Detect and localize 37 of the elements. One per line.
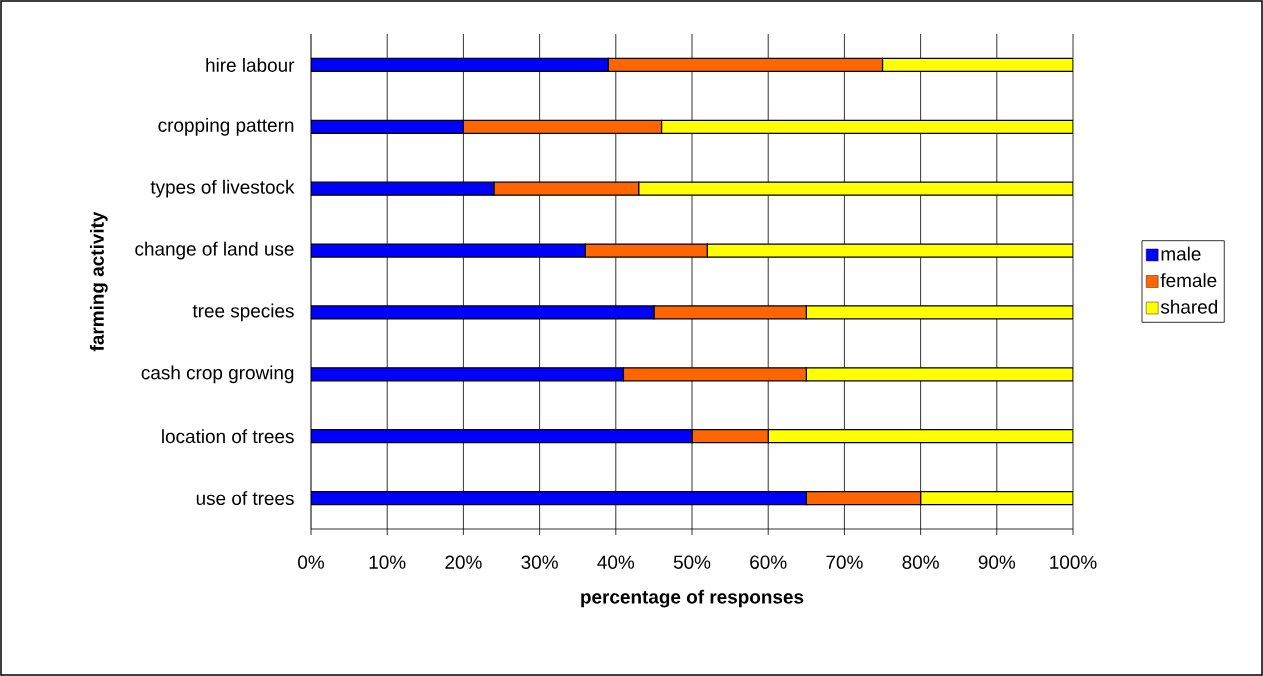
bar (881, 57, 1074, 73)
legend-label: male (1161, 246, 1201, 261)
bar (805, 367, 1074, 382)
y-tick-label: change of land use (135, 241, 294, 260)
bar (311, 490, 807, 506)
x-tick-label: 20% (445, 555, 482, 569)
x-tick-label: 70% (826, 555, 863, 569)
bar (767, 429, 1074, 444)
bar (691, 429, 769, 444)
x-tick-label: 90% (978, 555, 1016, 569)
y-tick-label: location of trees (162, 429, 294, 444)
bar (311, 429, 693, 444)
x-tick-label: 10% (369, 555, 406, 569)
x-tick-label: 40% (597, 555, 635, 569)
bar (660, 119, 1074, 134)
bar (311, 57, 609, 73)
legend-label: shared (1160, 299, 1218, 314)
y-tick-label: tree species (192, 303, 294, 322)
y-tick-label: types of livestock (150, 179, 295, 198)
bar (311, 181, 495, 196)
y-tick-label: cash crop growing (141, 365, 294, 384)
x-axis-title: percentage of responses (581, 589, 804, 608)
bar (920, 490, 1074, 506)
x-tick-label: 80% (902, 555, 939, 569)
x-tick-label: 100% (1050, 555, 1097, 569)
y-tick-label: use of trees (196, 491, 294, 506)
x-tick-label: 50% (673, 555, 711, 569)
bar (311, 367, 625, 382)
bar (311, 119, 464, 134)
legend-label: female (1160, 273, 1217, 288)
x-tick-label: 30% (521, 555, 558, 569)
x-tick-label: 0% (298, 555, 324, 569)
y-tick-label: hire labour (206, 57, 295, 72)
y-tick-label: cropping pattern (158, 117, 294, 136)
y-axis-title: farming activity (89, 211, 108, 352)
x-tick-label: 60% (750, 555, 787, 569)
bar (638, 181, 1074, 196)
